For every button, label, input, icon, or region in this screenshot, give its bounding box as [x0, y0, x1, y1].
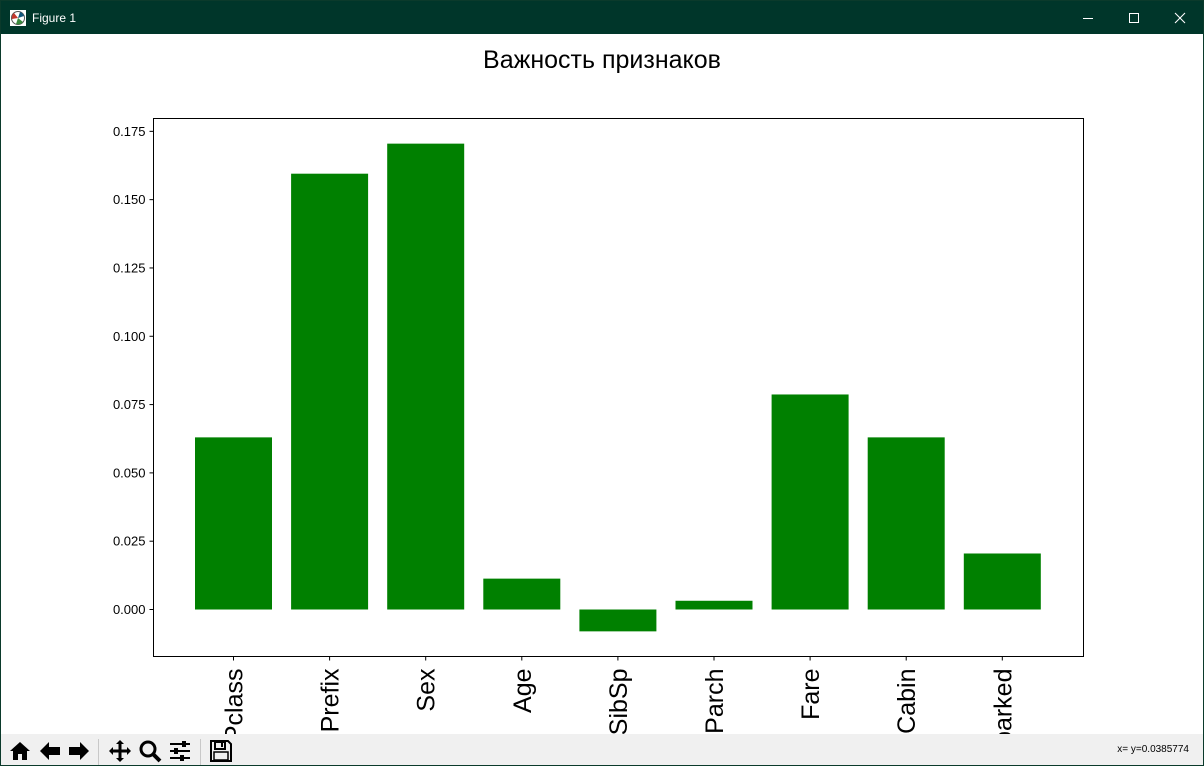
- close-button[interactable]: [1157, 1, 1203, 34]
- back-button[interactable]: [36, 737, 64, 765]
- forward-button[interactable]: [65, 737, 93, 765]
- y-tick-label: 0.075: [113, 397, 146, 412]
- figure-canvas[interactable]: Важность признаков 0.000 0.025 0.050 0.075 0…: [2, 34, 1203, 735]
- minimize-button[interactable]: [1065, 1, 1111, 34]
- y-tick-label: 0.050: [113, 465, 146, 480]
- y-tick-label: 0.175: [113, 124, 146, 139]
- toolbar-separator: [98, 739, 99, 765]
- x-tick-label-fare: Fare: [797, 669, 825, 720]
- title-bar[interactable]: Figure 1: [1, 1, 1203, 34]
- x-axis: Pclass Prefix Sex Age SibSp Parch Fare Cabin Emb…: [221, 656, 1017, 735]
- bar-embarked: [963, 553, 1041, 610]
- bars-layer: [195, 143, 1041, 632]
- bar-fare: [771, 394, 849, 610]
- window-title: Figure 1: [32, 11, 77, 25]
- y-axis: 0.000 0.025 0.050 0.075 0.100 0.125 0.150 0.175: [113, 124, 154, 617]
- chart-title: Важность признаков: [483, 46, 721, 74]
- arrow-right-icon: [69, 742, 89, 760]
- x-tick-label-prefix: Prefix: [317, 668, 345, 732]
- arrow-left-icon: [40, 742, 60, 760]
- move-icon: [109, 740, 131, 762]
- magnifier-icon: [139, 740, 162, 763]
- bar-chart: Важность признаков 0.0000.0250.0500.0750…: [113, 46, 1084, 735]
- save-button[interactable]: [207, 737, 235, 765]
- zoom-button[interactable]: [136, 737, 164, 765]
- sliders-icon: [170, 741, 190, 761]
- x-tick-label-cabin: Cabin: [893, 669, 921, 734]
- home-icon: [10, 742, 30, 760]
- bar-sex: [387, 143, 465, 610]
- maximize-button[interactable]: [1111, 1, 1157, 34]
- y-tick-label: 0.025: [113, 534, 146, 549]
- minimize-icon: [1083, 18, 1093, 19]
- coordinate-readout: x= y=0.0385774: [1117, 744, 1189, 755]
- x-tick-label-sibsp: SibSp: [605, 669, 633, 735]
- bar-cabin: [867, 437, 945, 610]
- y-tick-label: 0.100: [113, 329, 146, 344]
- configure-subplots-button[interactable]: [166, 737, 194, 765]
- pan-button[interactable]: [106, 737, 134, 765]
- floppy-disk-icon: [210, 740, 232, 762]
- x-tick-label-parch: Parch: [701, 669, 729, 734]
- x-tick-label-pclass: Pclass: [221, 669, 249, 735]
- y-tick-label: 0.150: [113, 192, 146, 207]
- bar-parch: [675, 600, 753, 610]
- bar-sibsp: [579, 609, 657, 632]
- navigation-toolbar: x= y=0.0385774: [1, 734, 1203, 765]
- bar-prefix: [291, 173, 369, 610]
- x-tick-label-embarked: Embarked: [989, 669, 1017, 735]
- y-tick-label: 0.000: [113, 602, 146, 617]
- toolbar-separator: [200, 739, 201, 765]
- bar-pclass: [195, 437, 272, 610]
- x-tick-label-sex: Sex: [413, 668, 441, 712]
- y-tick-label: 0.125: [113, 260, 146, 275]
- maximize-icon: [1129, 13, 1139, 23]
- bar-age: [483, 578, 561, 610]
- close-icon: [1174, 12, 1186, 24]
- x-tick-label-age: Age: [509, 669, 537, 713]
- home-button[interactable]: [6, 737, 34, 765]
- plot-frame: [153, 118, 1084, 657]
- matplotlib-logo-icon: [10, 10, 26, 26]
